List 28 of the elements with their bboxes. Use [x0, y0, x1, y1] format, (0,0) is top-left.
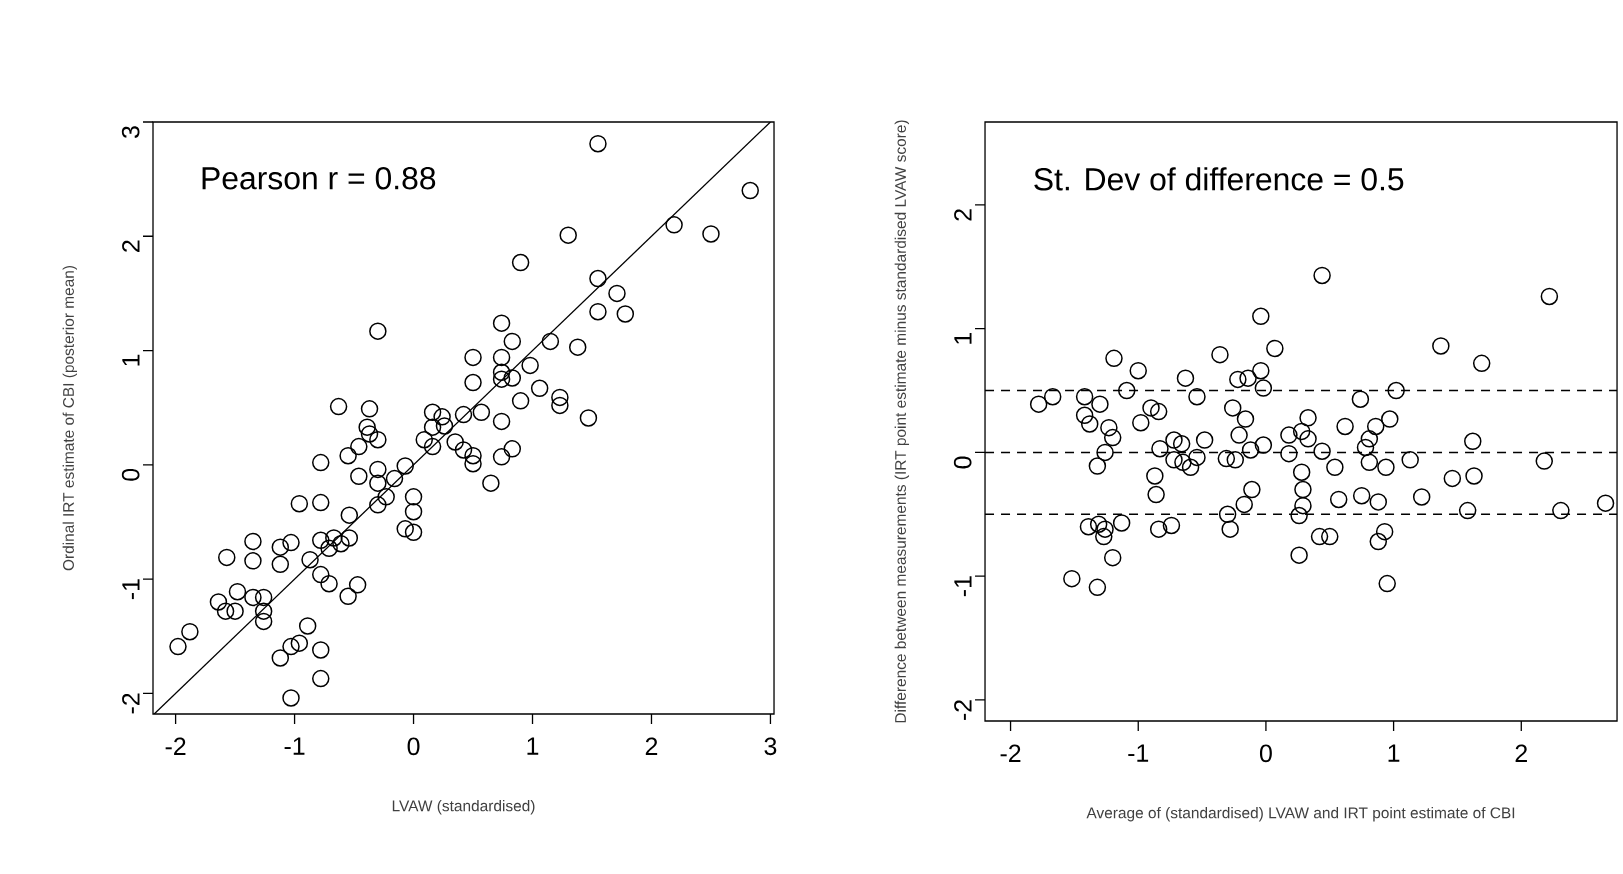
y-tick-label: 1 [954, 332, 972, 344]
x-axis-title: LVAW (standardised) [392, 800, 535, 815]
y-tick-label: -2 [122, 693, 140, 714]
x-tick-label: 3 [764, 737, 777, 756]
x-tick-label: 0 [1259, 744, 1272, 763]
x-tick-label: -2 [1000, 744, 1021, 762]
annotation: St. Dev of difference = 0.5 [1034, 167, 1404, 191]
annotation: Pearson r = 0.88 [202, 166, 436, 190]
y-tick-label: -2 [954, 700, 972, 720]
y-tick-label: 0 [121, 468, 140, 481]
y-axis-title: Ordinal IRT estimate of CBI (posterior mean) [62, 265, 78, 571]
x-tick-label: 1 [527, 737, 539, 755]
y-tick-label: -1 [122, 579, 140, 600]
x-tick-label: 1 [1388, 744, 1400, 762]
x-tick-label: -1 [284, 737, 305, 755]
x-tick-label: -2 [165, 737, 186, 755]
y-tick-label: 3 [121, 126, 140, 138]
x-axis-title: Average of (standardised) LVAW and IRT point estimate of CBI [1086, 807, 1515, 822]
x-tick-label: -1 [1128, 744, 1149, 762]
y-tick-label: 1 [122, 354, 140, 366]
y-tick-label: 2 [122, 240, 140, 252]
x-tick-label: 2 [645, 737, 658, 755]
y-tick-label: -1 [954, 576, 972, 597]
x-tick-label: 0 [407, 737, 420, 756]
y-axis-title: Difference between measurements (IRT point estimate minus standardised LVAW score) [894, 120, 910, 723]
x-tick-label: 2 [1515, 744, 1527, 762]
y-tick-label: 0 [953, 456, 972, 469]
y-tick-label: 2 [954, 209, 972, 221]
